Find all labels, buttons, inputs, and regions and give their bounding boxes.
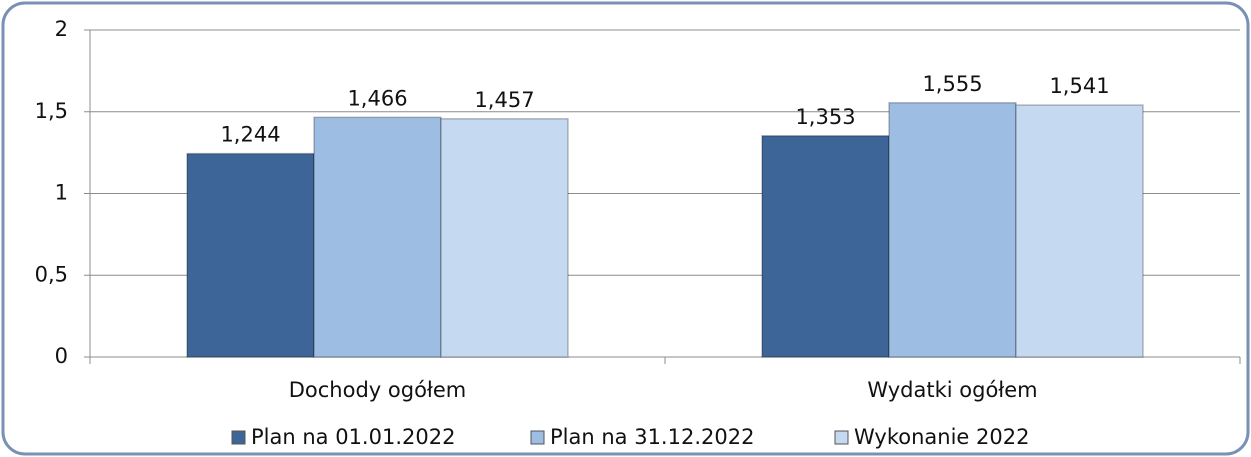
y-tick-label: 1,5 [35,99,68,123]
value-label: 1,541 [1049,74,1109,98]
legend-swatch [231,430,246,445]
value-label: 1,244 [220,123,280,147]
x-tick-label: Wydatki ogółem [867,378,1037,402]
bar [440,118,569,358]
value-label: 1,466 [347,86,407,110]
legend-swatch [834,430,849,445]
bar [761,135,890,358]
y-tick-label: 2 [55,17,68,41]
bar [186,152,315,358]
value-label: 1,555 [922,72,982,96]
legend-label: Wykonanie 2022 [854,425,1029,449]
bar [888,102,1017,358]
legend-label: Plan na 31.12.2022 [550,425,754,449]
value-label: 1,353 [795,105,855,129]
bar [1015,104,1144,358]
x-tick-label: Dochody ogółem [289,378,467,402]
value-label: 1,457 [474,88,534,112]
y-tick-label: 1 [55,181,68,205]
y-tick-label: 0,5 [35,262,68,286]
y-tick-label: 0 [55,344,68,368]
legend-swatch [530,430,545,445]
legend-label: Plan na 01.01.2022 [251,425,455,449]
bar [313,116,442,358]
